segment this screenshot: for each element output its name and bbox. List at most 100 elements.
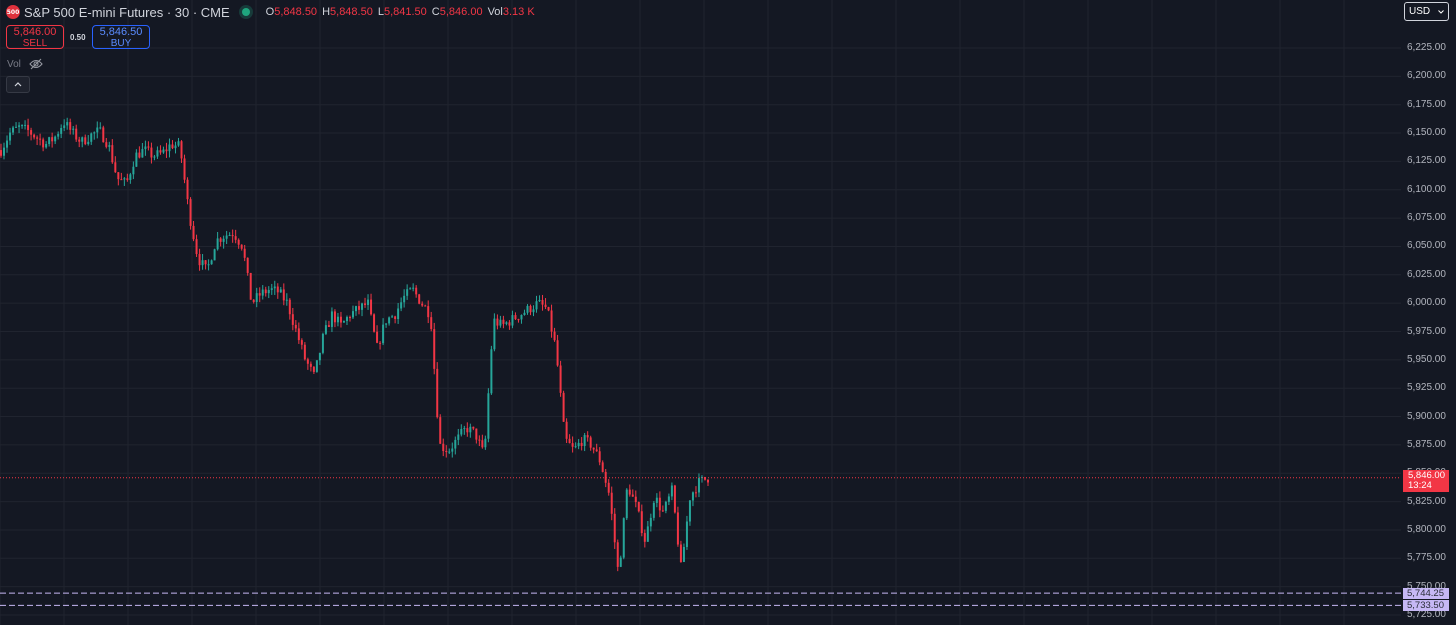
candle-body: [658, 497, 661, 511]
candle-body: [108, 145, 111, 147]
sell-button[interactable]: 5,846.00 SELL: [6, 25, 64, 49]
candle-body: [222, 238, 225, 242]
candle-body: [400, 302, 403, 309]
candle-body: [258, 293, 261, 296]
candle-body: [309, 363, 312, 367]
candle-body: [327, 325, 330, 327]
candlestick-chart[interactable]: [0, 0, 1401, 625]
candle-body: [18, 125, 21, 127]
candle-body: [141, 149, 144, 158]
candle-body: [246, 257, 249, 273]
level-tag-upper[interactable]: 5,744.25: [1403, 588, 1449, 600]
candle-body: [3, 147, 6, 156]
candle-body: [81, 137, 84, 142]
chevron-down-icon: [1438, 9, 1444, 14]
ohlc-values: O 5,848.50 H 5,848.50 L 5,841.50 C 5,846.00 …: [266, 6, 540, 18]
candle-body: [679, 544, 682, 562]
candle-body: [87, 141, 90, 145]
candle-body: [342, 321, 345, 323]
candle-body: [529, 305, 532, 313]
chevron-up-icon: [14, 82, 22, 87]
candle-body: [165, 149, 168, 152]
candle-body: [57, 133, 60, 137]
candle-body: [385, 323, 388, 325]
candle-body: [586, 435, 589, 438]
hide-eye-icon[interactable]: [29, 58, 43, 70]
candle-body: [276, 286, 279, 293]
currency-select[interactable]: USD: [1404, 2, 1449, 21]
volume-indicator-label[interactable]: Vol: [7, 58, 21, 70]
price-tick-label: 6,225.00: [1407, 42, 1446, 53]
candle-body: [252, 299, 255, 302]
candle-body: [454, 439, 457, 449]
price-tick-label: 5,800.00: [1407, 523, 1446, 535]
level-tag-lower[interactable]: 5,733.50: [1403, 600, 1449, 612]
price-tick-label: 5,750.00: [1407, 580, 1446, 592]
candle-body: [351, 311, 354, 318]
candle-body: [637, 502, 640, 512]
candle-body: [213, 249, 216, 261]
buy-button[interactable]: 5,846.50 BUY: [92, 25, 150, 49]
candle-body: [282, 289, 285, 301]
candle-body: [105, 142, 108, 147]
price-tick-label: 6,150.00: [1407, 127, 1446, 139]
candle-body: [0, 150, 2, 156]
candle-body: [336, 316, 339, 323]
candle-body: [270, 288, 273, 290]
candle-body: [649, 517, 652, 527]
price-tick-label: 6,025.00: [1407, 268, 1446, 280]
candle-body: [469, 426, 472, 433]
candle-body: [421, 303, 424, 306]
candle-body: [279, 289, 282, 293]
candle-body: [291, 314, 294, 325]
collapse-legend-button[interactable]: [6, 76, 30, 93]
close-value: 5,846.00: [439, 6, 483, 18]
low-value: 5,841.50: [383, 6, 427, 18]
candle-body: [538, 299, 541, 302]
price-axis[interactable]: 6,225.00 6,200.00 6,175.00 6,150.00 6,125.00…: [1401, 0, 1456, 625]
candle-body: [676, 512, 679, 545]
candle-body: [640, 511, 643, 534]
candle-body: [508, 322, 511, 326]
candle-body: [391, 316, 394, 318]
candle-body: [150, 147, 153, 158]
candle-body: [436, 368, 439, 418]
candle-body: [300, 340, 303, 345]
candle-body: [568, 438, 571, 444]
high-value: 5,848.50: [330, 6, 373, 18]
candle-body: [297, 328, 300, 341]
price-tick-label: 6,125.00: [1407, 155, 1446, 167]
candle-body: [610, 492, 613, 514]
candle-body: [237, 239, 240, 245]
candle-body: [111, 145, 114, 163]
candle-body: [333, 311, 336, 323]
candle-body: [553, 331, 556, 341]
price-tick-label: 5,875.00: [1407, 438, 1446, 450]
volume-value: 3.13 K: [502, 6, 535, 18]
candle-body: [123, 178, 126, 180]
candle-body: [96, 127, 99, 133]
candle-body: [60, 127, 63, 134]
candle-body: [324, 325, 327, 334]
candle-body: [255, 293, 258, 302]
candle-body: [207, 264, 210, 266]
candle-body: [27, 124, 30, 131]
price-tick-label: 5,950.00: [1407, 353, 1446, 365]
price-tick-label: 5,975.00: [1407, 325, 1446, 337]
candle-body: [580, 442, 583, 446]
chart-pane[interactable]: [0, 0, 1401, 625]
candle-body: [177, 141, 180, 146]
candle-body: [439, 417, 442, 444]
spread-value: 0.50: [70, 33, 86, 42]
symbol-title[interactable]: S&P 500 E-mini Futures · 30 · CME: [24, 4, 230, 20]
candle-body: [670, 485, 673, 497]
candle-body: [183, 158, 186, 180]
candle-body: [321, 333, 324, 353]
candle-body: [370, 299, 373, 315]
candle-body: [607, 482, 610, 493]
candle-body: [541, 299, 544, 305]
candle-body: [147, 146, 150, 148]
symbol-logo-icon[interactable]: 500: [6, 5, 20, 19]
candle-body: [231, 235, 234, 237]
